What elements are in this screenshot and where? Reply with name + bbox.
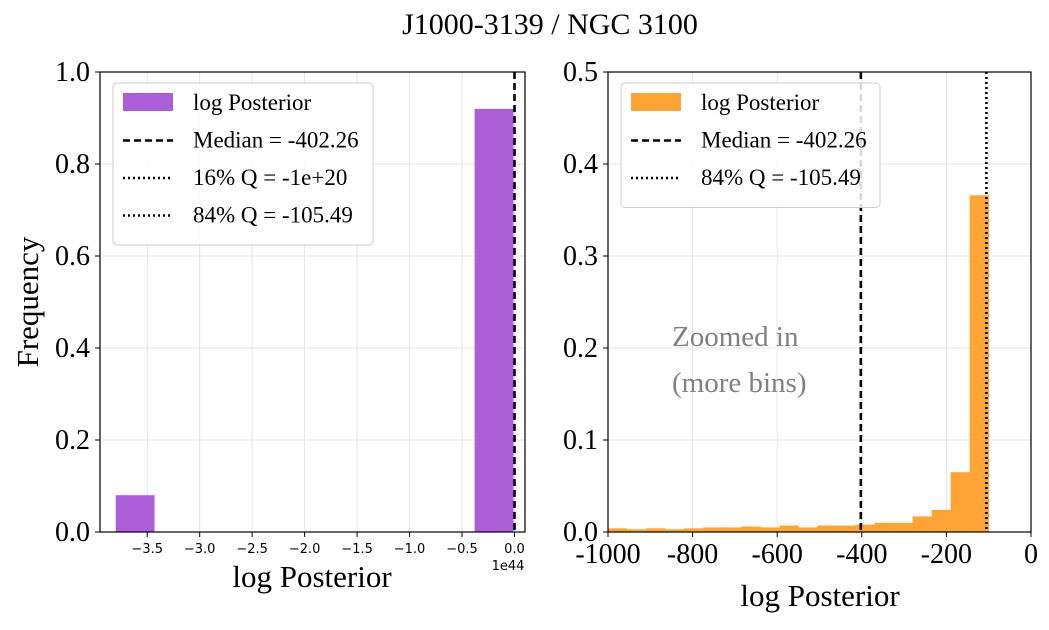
left-bar-1 (474, 108, 514, 533)
left-x-offset-label: 1e44 (492, 559, 525, 574)
right-bar-6 (722, 527, 742, 532)
right-bar-17 (931, 509, 951, 532)
left-legend-label-3: 84% Q = -105.49 (193, 203, 353, 228)
right-axes-frame (607, 71, 1032, 533)
left-y-axis-label: Frequency (10, 236, 45, 367)
right-bar-14 (874, 522, 894, 532)
right-ytick-label-1: 0.1 (563, 425, 598, 456)
right-bar-5 (703, 527, 723, 532)
zoom-annotation-line1: Zoomed in (672, 321, 799, 353)
left-x-axis-label: log Posterior (232, 559, 392, 594)
left-legend-label-2: 16% Q = -1e+20 (193, 165, 347, 190)
right-bar-0 (608, 528, 628, 532)
right-legend-label-0: log Posterior (701, 90, 820, 115)
left-axes-frame (99, 71, 526, 533)
right-xtick-label-3: -400 (836, 539, 887, 570)
right-ytick-label-0: 0.0 (563, 517, 598, 548)
left-legend-box (112, 82, 374, 246)
right-bar-16 (912, 516, 932, 532)
right-bar-8 (760, 527, 780, 532)
left-ytick-label-5: 1.0 (55, 57, 90, 88)
right-xtick-label-4: -200 (921, 539, 972, 570)
left-xtick-label-5: −1.0 (394, 542, 426, 557)
right-ytick-label-5: 0.5 (563, 57, 598, 88)
right-bar-15 (893, 522, 913, 532)
right-xtick-label-0: -1000 (575, 539, 640, 570)
right-legend-label-1: Median = -402.26 (701, 128, 867, 153)
right-ytick-label-3: 0.3 (563, 241, 598, 272)
right-x-axis-label: log Posterior (740, 578, 900, 613)
figure-suptitle: J1000-3139 / NGC 3100 (402, 8, 698, 41)
left-ytick-label-3: 0.6 (55, 241, 90, 272)
left-ytick-label-4: 0.8 (55, 149, 90, 180)
right-xtick-label-2: -600 (752, 539, 803, 570)
right-bar-19 (969, 195, 989, 532)
right-bar-12 (836, 525, 856, 532)
right-bar-10 (798, 527, 818, 532)
left-legend-label-0: log Posterior (193, 90, 312, 115)
right-bar-18 (950, 472, 970, 532)
right-ytick-label-2: 0.2 (563, 333, 598, 364)
right-xtick-label-1: -800 (667, 539, 718, 570)
left-ytick-label-1: 0.2 (55, 425, 90, 456)
right-legend-swatch-0 (631, 93, 681, 111)
right-legend-box (620, 82, 881, 208)
left-xtick-label-4: −1.5 (341, 542, 373, 557)
left-bar-0 (115, 495, 155, 532)
left-xtick-label-1: −3.0 (184, 542, 216, 557)
left-xtick-label-3: −2.0 (289, 542, 321, 557)
left-ytick-label-2: 0.4 (55, 333, 90, 364)
left-legend-label-1: Median = -402.26 (193, 128, 359, 153)
left-xtick-label-6: −0.5 (446, 542, 478, 557)
right-xtick-label-5: 0 (1024, 539, 1038, 570)
right-ytick-label-4: 0.4 (563, 149, 598, 180)
left-xtick-label-0: −3.5 (131, 542, 163, 557)
right-bar-1 (627, 529, 647, 532)
left-histogram-panel: −3.5 −3.0 −2.5 −2.0 −1.5 −1.0 −0.5 0.0 0.0 0.2 0.4… (10, 57, 526, 594)
right-bar-9 (779, 525, 799, 532)
right-bar-3 (665, 529, 685, 532)
right-bar-7 (741, 526, 761, 532)
right-bar-4 (684, 528, 704, 532)
left-ytick-label-0: 0.0 (55, 517, 90, 548)
right-bar-11 (817, 525, 837, 532)
right-histogram-panel: -1000 -800 -600 -400 -200 0 0.0 0.1 0.2 0.3 0.4 0.5… (563, 57, 1038, 613)
left-legend-swatch-0 (123, 93, 173, 111)
zoom-annotation-line2: (more bins) (672, 367, 807, 399)
left-xtick-label-2: −2.5 (236, 542, 268, 557)
right-legend-label-2: 84% Q = -105.49 (701, 165, 861, 190)
right-bar-13 (855, 524, 875, 532)
right-bar-2 (646, 528, 666, 532)
left-xtick-label-7: 0.0 (504, 542, 525, 557)
